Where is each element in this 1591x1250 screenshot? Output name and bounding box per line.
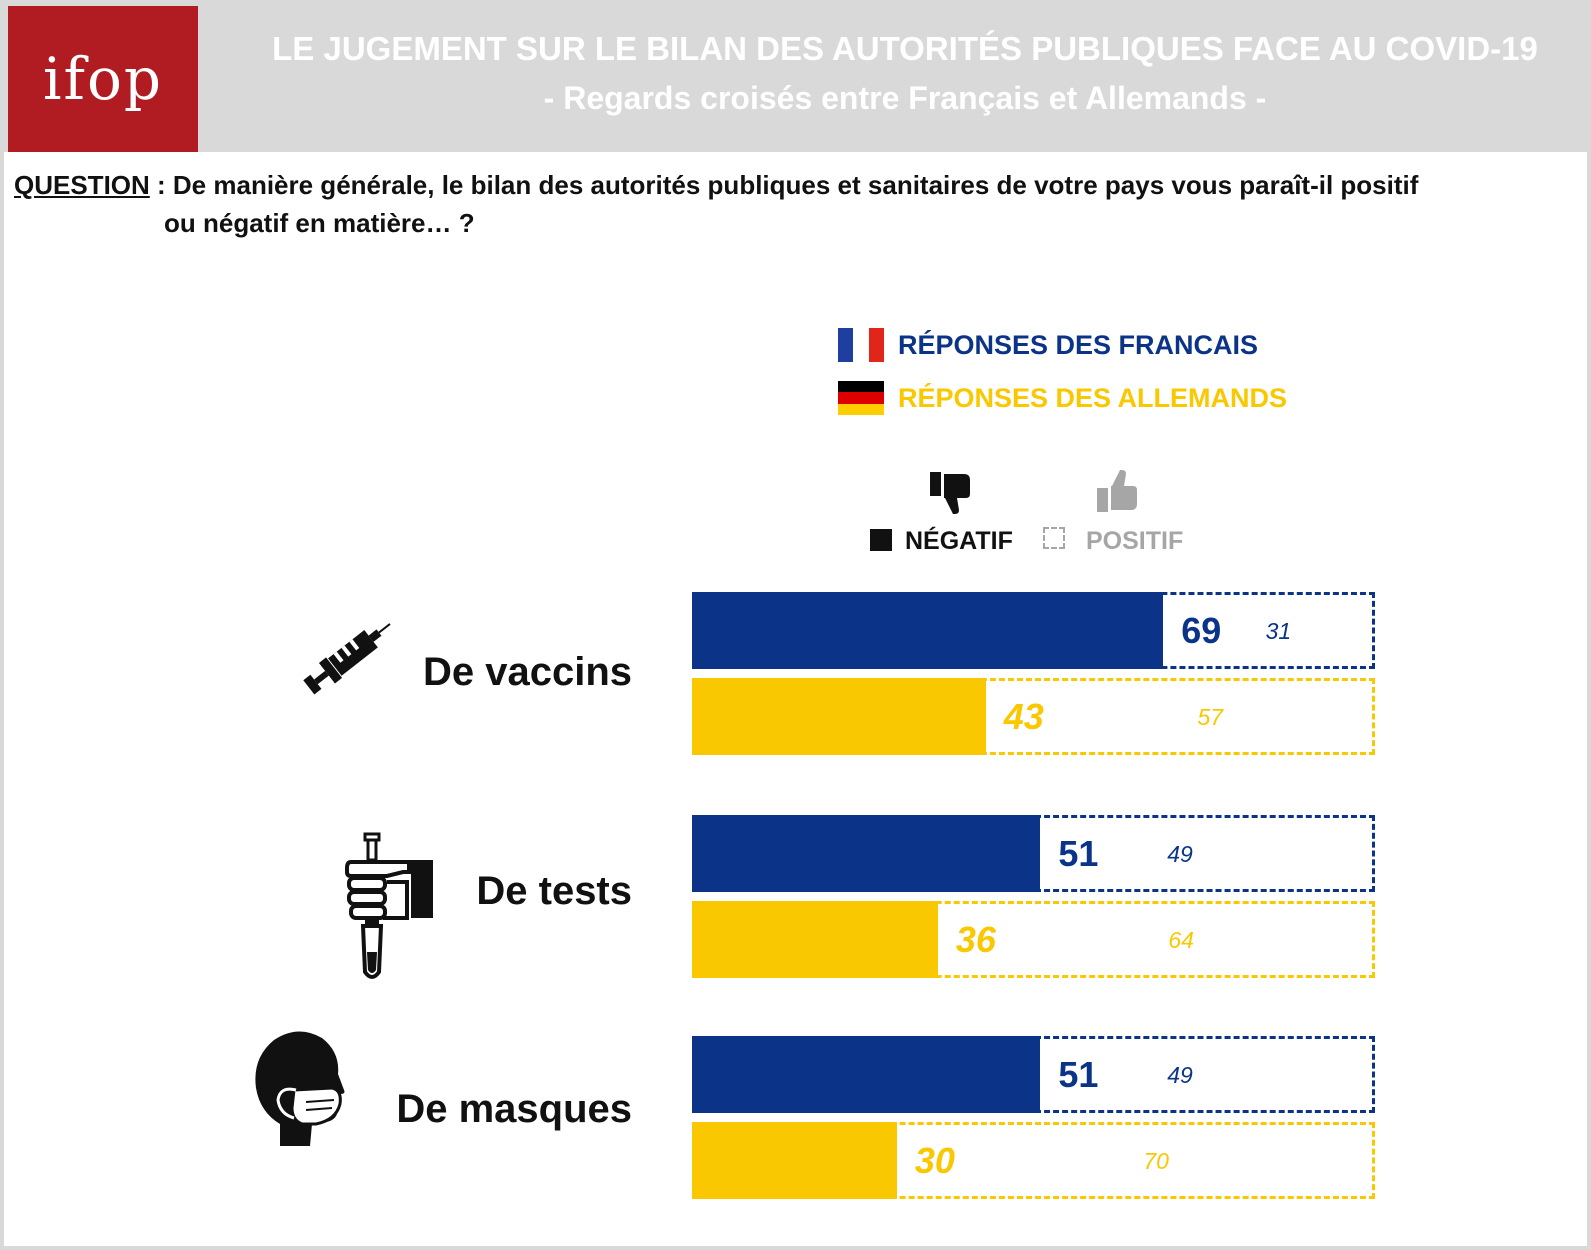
france-flag-icon: [838, 328, 884, 362]
bar-negative-fill-france-1: [692, 815, 1041, 892]
bar-germany-2: [692, 1122, 1375, 1199]
category-label-tests: De tests: [476, 869, 632, 913]
bar-negative-fill-germany-2: [692, 1122, 897, 1199]
negative-value-germany-0: 43: [1003, 696, 1044, 737]
bar-negative-fill-germany-0: [692, 678, 986, 755]
syringe-icon: [303, 623, 391, 695]
negative-label: NÉGATIF: [905, 527, 1013, 555]
header-bar: [4, 4, 1587, 152]
germany-flag-icon: [838, 381, 884, 415]
page-title: LE JUGEMENT SUR LE BILAN DES AUTORITÉS P…: [272, 30, 1538, 67]
positive-value-france-0: 31: [1265, 618, 1292, 644]
positive-swatch: [1043, 527, 1065, 549]
bar-negative-fill-france-0: [692, 592, 1164, 669]
bar-france-1: [692, 815, 1375, 892]
bar-germany-1: [692, 901, 1375, 978]
negative-value-germany-1: 36: [955, 919, 996, 960]
question-text: QUESTION : De manière générale, le bilan…: [14, 166, 1554, 242]
negative-value-france-2: 51: [1058, 1054, 1099, 1095]
positive-value-germany-2: 70: [1143, 1148, 1169, 1174]
positive-value-france-1: 49: [1167, 841, 1193, 867]
negative-value-france-0: 69: [1181, 610, 1222, 651]
bar-france-0: [692, 592, 1375, 669]
ifop-logo: ifop: [8, 6, 198, 152]
category-label-vaccins: De vaccins: [422, 650, 632, 694]
question-line2: ou négatif en matière… ?: [164, 208, 475, 238]
positive-value-germany-0: 57: [1197, 704, 1224, 730]
bar-negative-fill-germany-1: [692, 901, 938, 978]
page-subtitle: - Regards croisés entre Français et Alle…: [543, 80, 1267, 116]
legend-germany: RÉPONSES DES ALLEMANDS: [838, 381, 1287, 415]
face-mask-icon: [255, 1031, 345, 1146]
thumbs-down-icon: [930, 472, 970, 514]
question-line1: : De manière générale, le bilan des auto…: [149, 170, 1419, 200]
legend-germany-label: RÉPONSES DES ALLEMANDS: [898, 382, 1288, 413]
negative-value-germany-2: 30: [914, 1140, 955, 1181]
positive-label: POSITIF: [1086, 527, 1184, 555]
positive-value-france-2: 49: [1167, 1062, 1193, 1088]
logo-text: ifop: [42, 45, 164, 113]
bar-france-2: [692, 1036, 1375, 1113]
test-tube-hand-icon: [345, 832, 433, 979]
legend-france: RÉPONSES DES FRANCAIS: [838, 328, 1258, 362]
question-label: QUESTION: [14, 170, 150, 200]
negative-value-france-1: 51: [1058, 833, 1099, 874]
category-label-masques: De masques: [396, 1087, 632, 1131]
bar-negative-fill-france-2: [692, 1036, 1041, 1113]
positive-value-germany-1: 64: [1168, 927, 1194, 953]
bar-germany-0: [692, 678, 1375, 755]
thumbs-up-icon: [1097, 470, 1137, 512]
negative-swatch: [870, 529, 892, 551]
legend-france-label: RÉPONSES DES FRANCAIS: [898, 329, 1259, 360]
